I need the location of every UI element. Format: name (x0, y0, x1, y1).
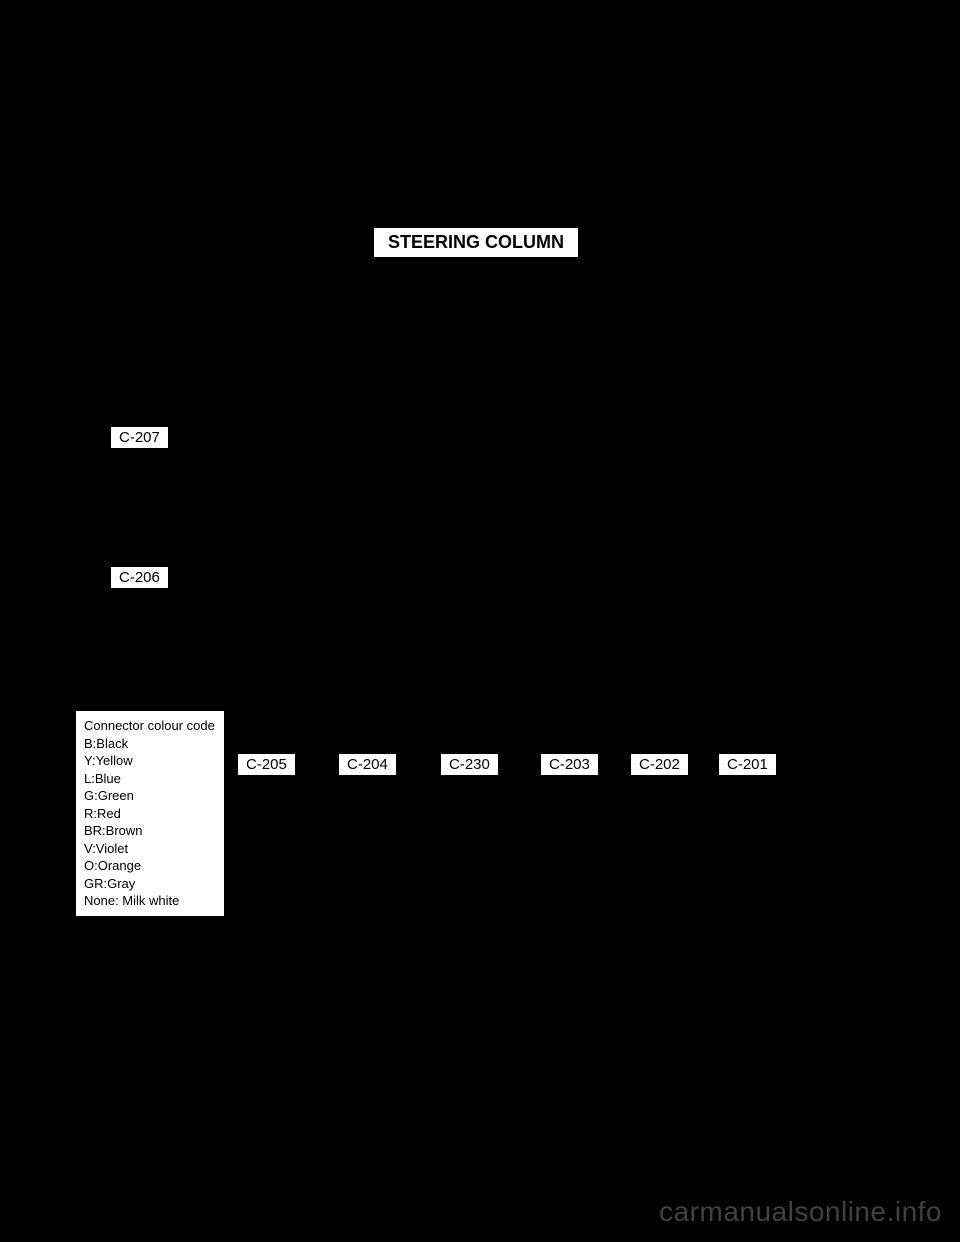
legend-item: O:Orange (84, 857, 216, 875)
connector-c230: C-230 (440, 753, 499, 776)
legend-item: L:Blue (84, 770, 216, 788)
page-root: STEERING COLUMN C-207 C-206 C-205 C-204 … (0, 0, 960, 1242)
legend-item: R:Red (84, 805, 216, 823)
legend-title: Connector colour code (84, 717, 216, 735)
legend-item: GR:Gray (84, 875, 216, 893)
connector-c206: C-206 (110, 566, 169, 589)
watermark: carmanualsonline.info (659, 1196, 942, 1228)
connector-colour-legend: Connector colour code B:Black Y:Yellow L… (75, 710, 225, 917)
legend-item: G:Green (84, 787, 216, 805)
legend-item: None: Milk white (84, 892, 216, 910)
connector-c207: C-207 (110, 426, 169, 449)
legend-item: B:Black (84, 735, 216, 753)
legend-item: Y:Yellow (84, 752, 216, 770)
connector-c205: C-205 (237, 753, 296, 776)
connector-c203: C-203 (540, 753, 599, 776)
connector-c202: C-202 (630, 753, 689, 776)
section-title: STEERING COLUMN (374, 228, 578, 257)
connector-c204: C-204 (338, 753, 397, 776)
connector-c201: C-201 (718, 753, 777, 776)
legend-item: V:Violet (84, 840, 216, 858)
legend-item: BR:Brown (84, 822, 216, 840)
